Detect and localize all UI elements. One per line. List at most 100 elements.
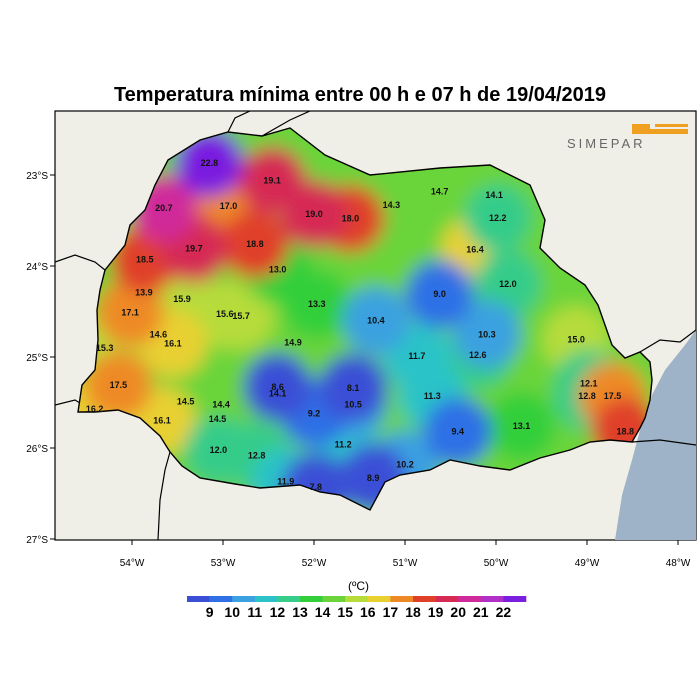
station-value: 9.4 xyxy=(452,427,465,437)
ocean xyxy=(615,330,696,540)
simepar-logo: SIMEPAR xyxy=(567,124,688,151)
station-value: 12.2 xyxy=(489,213,507,223)
station-value: 14.1 xyxy=(485,190,503,200)
station-value: 14.4 xyxy=(212,399,230,409)
station-value: 10.3 xyxy=(478,329,496,339)
station-value: 14.5 xyxy=(177,397,195,407)
station-value: 18.8 xyxy=(246,239,264,249)
colorbar-label: 14 xyxy=(315,604,331,620)
colorbar: 9 10 11 12 13 14 15 16 17 18 19 20 21 22 xyxy=(187,596,527,620)
station-value: 14.1 xyxy=(269,388,287,398)
lat-tick-label: 27°S xyxy=(26,535,48,546)
colorbar-swatch xyxy=(367,596,391,602)
colorbar-label: 10 xyxy=(224,604,240,620)
station-value: 12.0 xyxy=(499,279,517,289)
station-value: 16.4 xyxy=(466,245,484,255)
colorbar-label: 11 xyxy=(247,604,262,620)
colorbar-label: 19 xyxy=(428,604,444,620)
station-value: 19.0 xyxy=(305,209,323,219)
colorbar-swatch xyxy=(390,596,414,602)
lat-tick-label: 23°S xyxy=(26,171,48,182)
station-value: 14.7 xyxy=(431,186,449,196)
station-value: 15.7 xyxy=(232,311,250,321)
field-cell xyxy=(84,351,153,420)
station-value: 18.0 xyxy=(342,214,360,224)
station-value: 13.9 xyxy=(135,287,153,297)
station-value: 8.6 xyxy=(271,382,284,392)
field-cell xyxy=(405,260,474,329)
field-cell xyxy=(452,300,521,369)
station-value: 17.5 xyxy=(604,391,622,401)
longitude-axis: 54°W 53°W 52°W 51°W 50°W 49°W 48°W xyxy=(120,540,691,569)
station-value: 12.8 xyxy=(578,391,596,401)
station-value: 15.0 xyxy=(567,335,585,345)
station-value: 19.1 xyxy=(263,175,281,185)
colorbar-label: 20 xyxy=(450,604,466,620)
station-value: 14.9 xyxy=(284,337,302,347)
station-value: 17.5 xyxy=(110,380,128,390)
border-lines xyxy=(55,111,696,540)
colorbar-label: 18 xyxy=(405,604,421,620)
station-value: 10.2 xyxy=(396,459,414,469)
lat-tick-label: 24°S xyxy=(26,262,48,273)
field-cell xyxy=(319,353,388,422)
lon-tick-label: 54°W xyxy=(120,558,145,569)
station-value: 16.2 xyxy=(86,404,104,414)
station-value: 14.6 xyxy=(150,329,168,339)
colorbar-unit: (ºC) xyxy=(348,579,369,593)
colorbar-label: 16 xyxy=(360,604,376,620)
colorbar-swatch xyxy=(435,596,459,602)
station-value: 9.0 xyxy=(433,289,446,299)
station-value: 13.0 xyxy=(269,265,287,275)
colorbar-swatch xyxy=(480,596,504,602)
station-value: 11.9 xyxy=(277,477,294,487)
lon-tick-label: 52°W xyxy=(302,558,327,569)
field-cell xyxy=(487,392,556,461)
station-value: 12.6 xyxy=(469,350,487,360)
colorbar-swatch xyxy=(503,596,527,602)
colorbar-label: 15 xyxy=(337,604,353,620)
station-value: 10.5 xyxy=(344,399,362,409)
colorbar-swatch xyxy=(209,596,233,602)
field-cell xyxy=(423,397,492,466)
lat-tick-label: 26°S xyxy=(26,444,48,455)
temperature-field xyxy=(78,128,652,510)
colorbar-swatch xyxy=(345,596,369,602)
latitude-axis: 23°S 24°S 25°S 26°S 27°S xyxy=(26,171,55,546)
station-value: 10.4 xyxy=(367,316,385,326)
lat-tick-label: 25°S xyxy=(26,353,48,364)
station-value: 12.8 xyxy=(248,450,266,460)
lon-tick-label: 53°W xyxy=(211,558,236,569)
colorbar-swatch xyxy=(254,596,278,602)
colorbar-swatch xyxy=(232,596,256,602)
station-value: 13.3 xyxy=(308,299,326,309)
field-cell xyxy=(405,157,474,226)
station-value: 15.9 xyxy=(173,294,191,304)
station-value: 20.7 xyxy=(155,203,173,213)
lon-tick-label: 49°W xyxy=(575,558,600,569)
field-cell xyxy=(238,146,307,215)
station-value: 18.8 xyxy=(616,427,634,437)
station-value: 17.1 xyxy=(121,307,139,317)
lon-tick-label: 51°W xyxy=(393,558,418,569)
colorbar-label: 17 xyxy=(383,604,399,620)
colorbar-swatch xyxy=(413,596,436,602)
station-value: 11.2 xyxy=(335,439,352,449)
station-value: 16.1 xyxy=(164,338,182,348)
station-value: 14.5 xyxy=(209,414,227,424)
station-value: 18.5 xyxy=(136,255,154,265)
colorbar-swatch xyxy=(277,596,301,602)
colorbar-swatch xyxy=(458,596,482,602)
field-cell xyxy=(341,286,410,355)
station-labels: 22.8 19.1 20.7 17.0 19.0 18.0 14.3 14.7 14.1 12.2… xyxy=(86,158,634,492)
field-cell xyxy=(220,210,289,279)
colorbar-swatch xyxy=(187,596,210,602)
lon-tick-label: 50°W xyxy=(484,558,509,569)
colorbar-label: 12 xyxy=(270,604,286,620)
colorbar-swatch xyxy=(300,596,323,602)
station-value: 9.2 xyxy=(308,408,321,418)
station-value: 7.8 xyxy=(310,482,323,492)
colorbar-label: 21 xyxy=(473,604,489,620)
field-cell xyxy=(243,353,312,422)
